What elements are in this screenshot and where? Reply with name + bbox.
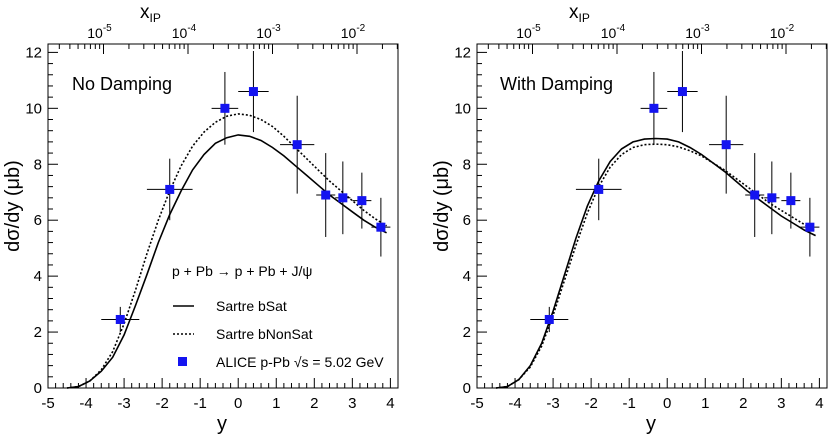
top-tick-label: 10-3: [685, 23, 710, 41]
x-tick-label: -4: [79, 395, 92, 412]
top-tick-label: 10-2: [341, 23, 366, 41]
data-point-marker: [786, 196, 796, 206]
y-tick-label: 10: [25, 100, 42, 117]
top-axis-title: xIP: [140, 2, 161, 25]
data-point-marker: [677, 87, 687, 97]
x-axis-title: y: [217, 413, 227, 435]
y-tick-label: 8: [34, 156, 42, 173]
data-point-marker: [649, 103, 659, 113]
x-tick-label: 2: [739, 395, 747, 412]
data-point-marker: [248, 87, 258, 97]
legend-label-alice: ALICE p-Pb √s = 5.02 GeV: [216, 354, 384, 370]
legend-label-bsat: Sartre bSat: [216, 298, 287, 314]
y-tick-label: 0: [463, 380, 471, 397]
data-point-marker: [292, 140, 302, 150]
x-tick-label: -3: [546, 395, 559, 412]
x-tick-label: 0: [663, 395, 671, 412]
data-point-marker: [721, 140, 731, 150]
x-tick-label: -3: [117, 395, 130, 412]
top-tick-label: 10-2: [770, 23, 795, 41]
x-tick-label: 3: [777, 395, 785, 412]
y-tick-label: 0: [34, 380, 42, 397]
x-tick-label: -5: [41, 395, 54, 412]
x-tick-label: 1: [272, 395, 280, 412]
x-tick-label: 1: [701, 395, 709, 412]
x-tick-label: 4: [386, 395, 394, 412]
data-point-marker: [750, 190, 760, 200]
legend: p + Pb → p + Pb + J/ψ Sartre bSat Sartre b…: [172, 263, 384, 370]
y-tick-label: 6: [34, 212, 42, 229]
top-tick-label: 10-5: [516, 23, 541, 41]
y-tick-label: 12: [454, 44, 471, 61]
top-tick-label: 10-4: [172, 23, 197, 41]
curve-bsat: [66, 134, 387, 389]
legend-process: p + Pb → p + Pb + J/ψ: [172, 263, 312, 279]
legend-label-bnonsat: Sartre bNonSat: [216, 326, 313, 342]
y-tick-label: 10: [454, 100, 471, 117]
data-point-marker: [220, 103, 230, 113]
plot-frame: [476, 43, 828, 389]
x-tick-label: 0: [234, 395, 242, 412]
data-point-marker: [594, 184, 604, 194]
x-tick-label: 3: [348, 395, 356, 412]
y-tick-label: 4: [34, 268, 42, 285]
data-point-marker: [544, 314, 554, 324]
y-tick-label: 2: [463, 324, 471, 341]
y-tick-label: 2: [34, 324, 42, 341]
x-tick-label: 2: [310, 395, 318, 412]
data-point-marker: [805, 222, 815, 232]
data-point-marker: [357, 196, 367, 206]
curve-bsat: [495, 137, 816, 389]
panel-label: No Damping: [72, 74, 172, 94]
legend-marker-alice: [178, 357, 187, 366]
top-axis-title: xIP: [569, 2, 590, 25]
y-tick-label: 12: [25, 44, 42, 61]
x-tick-label: 4: [815, 395, 823, 412]
x-tick-label: -1: [194, 395, 207, 412]
x-tick-label: -2: [155, 395, 168, 412]
data-point-marker: [376, 222, 386, 232]
top-tick-label: 10-4: [601, 23, 626, 41]
x-tick-label: -5: [470, 395, 483, 412]
y-tick-label: 8: [463, 156, 471, 173]
x-tick-label: -1: [623, 395, 636, 412]
x-tick-label: -4: [508, 395, 521, 412]
data-point-marker: [767, 193, 777, 203]
data-point-marker: [338, 193, 348, 203]
y-axis-title: dσ/dy (μb): [431, 160, 453, 252]
top-tick-label: 10-3: [256, 23, 281, 41]
data-point-marker: [115, 314, 125, 324]
x-axis-title: y: [646, 413, 656, 435]
curve-bnonsat: [66, 113, 388, 389]
y-tick-label: 4: [463, 268, 471, 285]
top-tick-label: 10-5: [87, 23, 112, 41]
panel-label: With Damping: [500, 74, 613, 94]
data-point-marker: [321, 190, 331, 200]
y-axis-title: dσ/dy (μb): [2, 160, 24, 252]
x-tick-label: -2: [584, 395, 597, 412]
curve-bnonsat: [495, 143, 817, 389]
data-point-marker: [165, 184, 175, 194]
y-tick-label: 6: [463, 212, 471, 229]
